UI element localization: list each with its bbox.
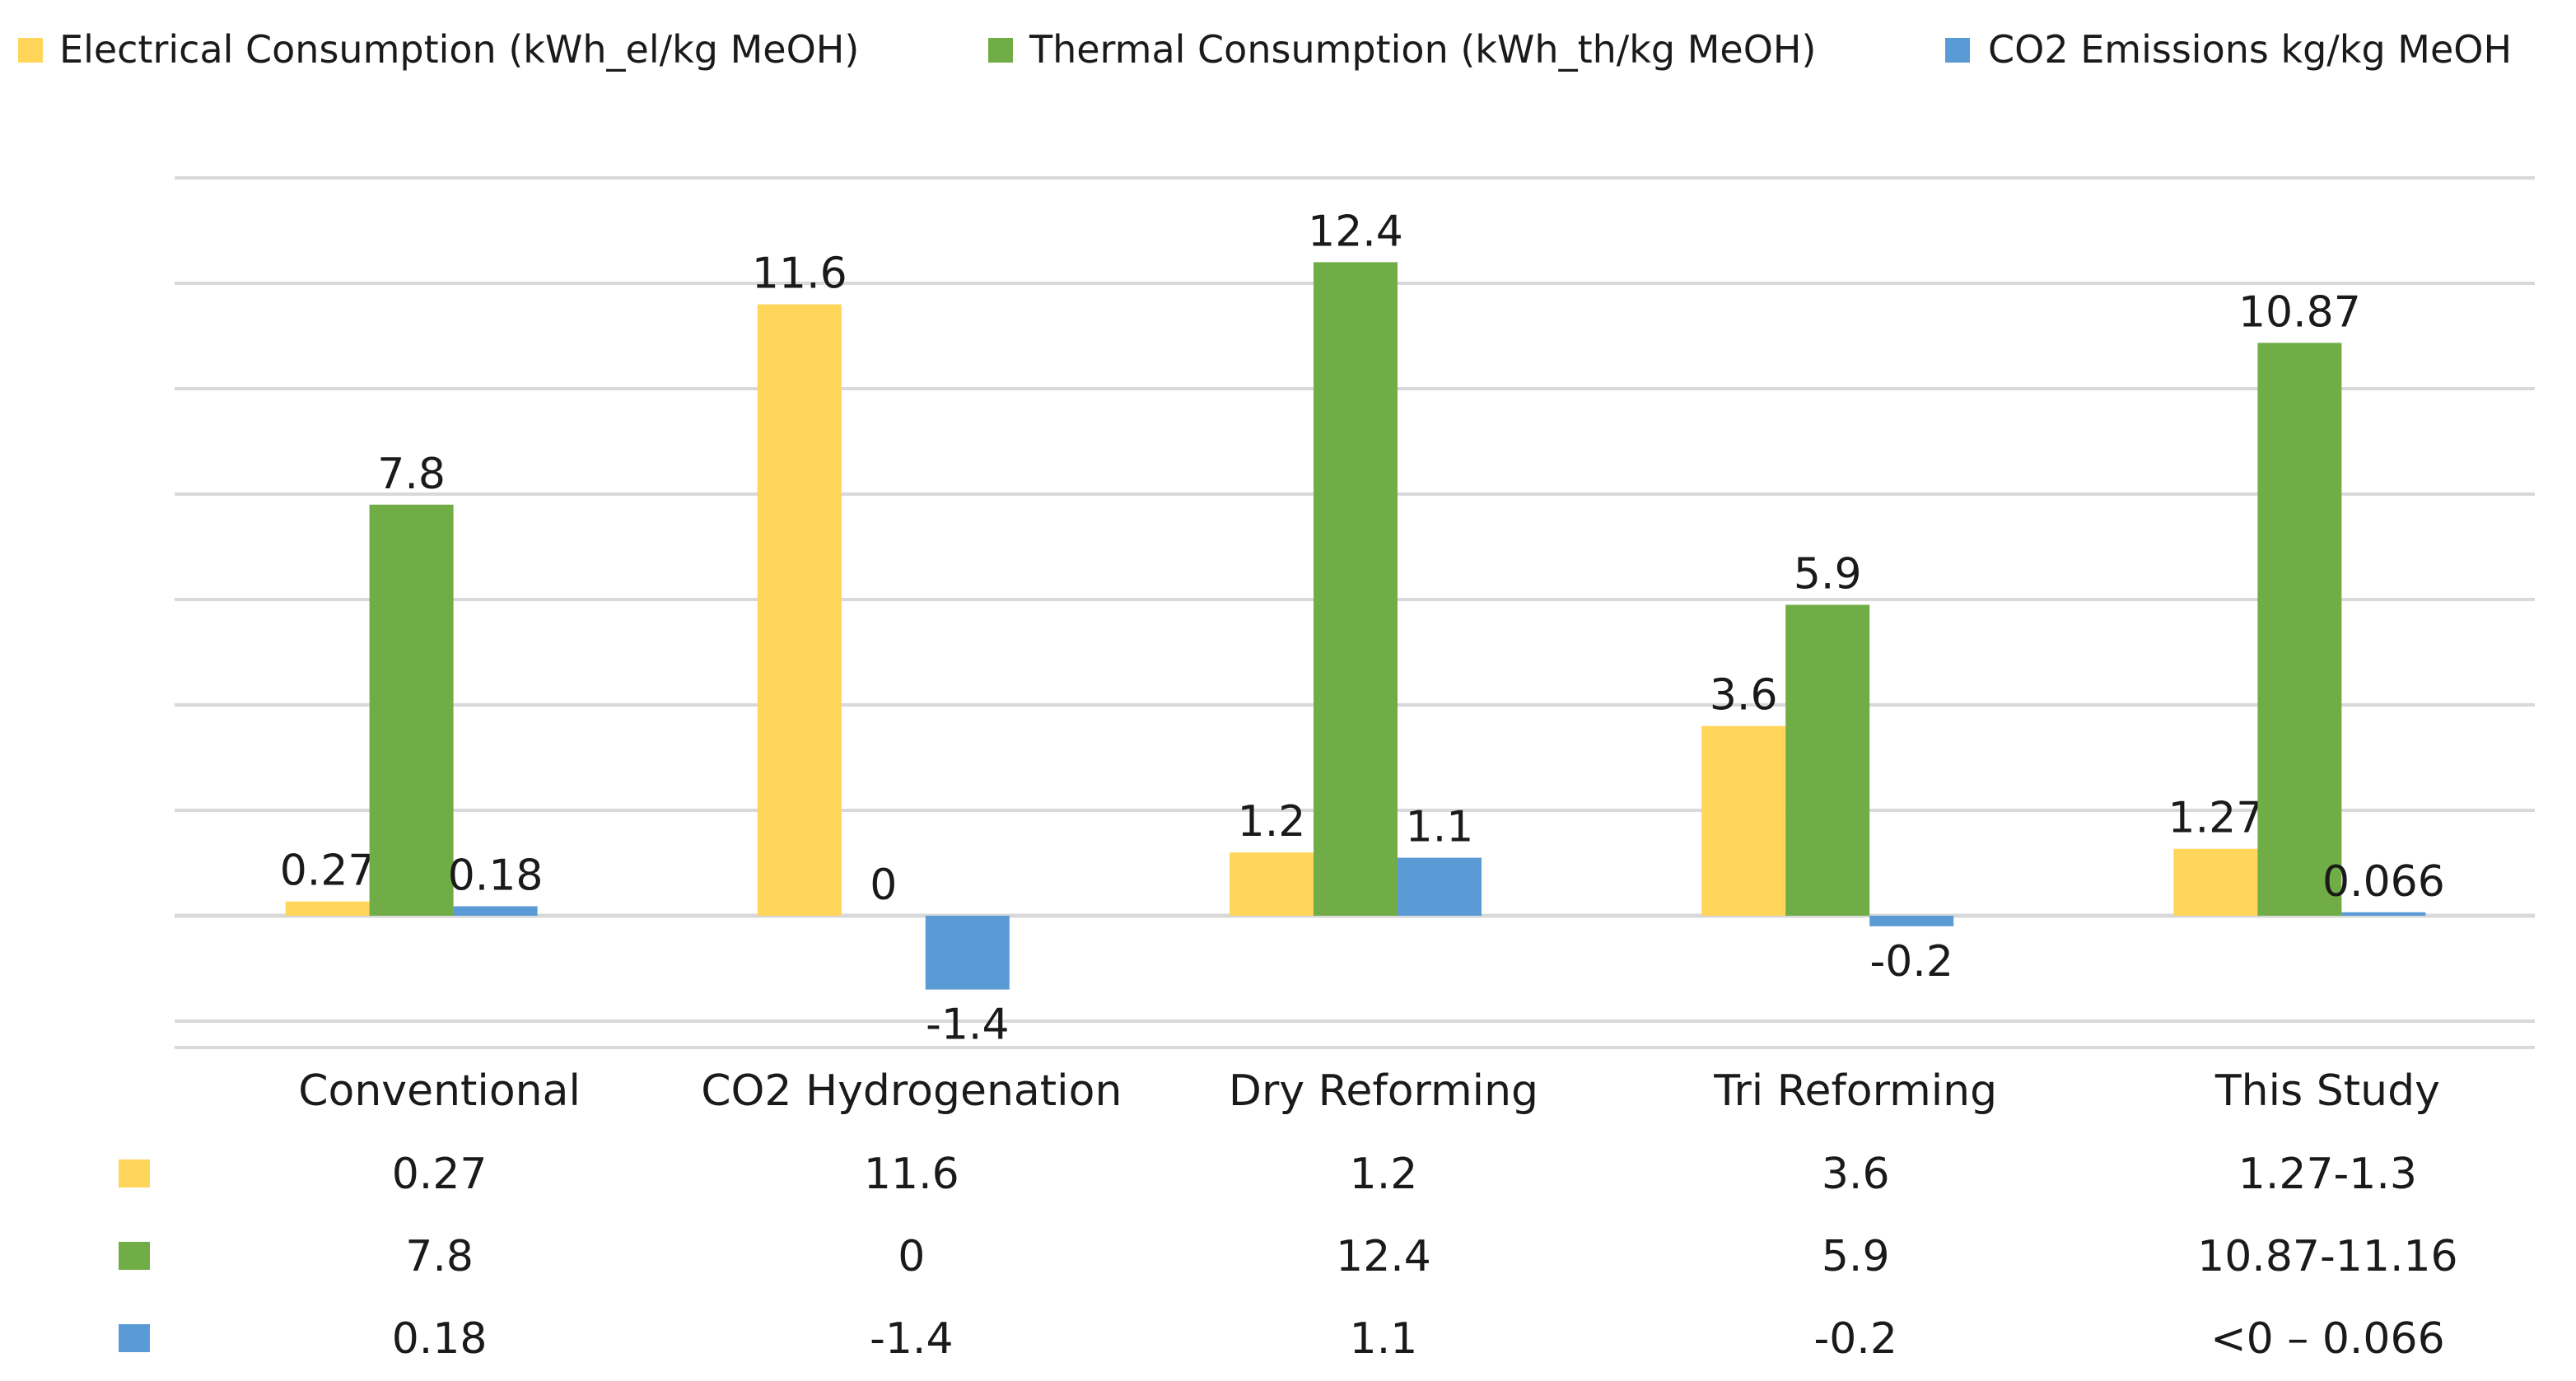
data-label: 0.18 <box>448 851 544 900</box>
table-cell: 1.1 <box>1350 1314 1418 1364</box>
bar <box>2341 912 2426 916</box>
data-label: 3.6 <box>1710 671 1778 721</box>
table-cell: 12.4 <box>1336 1232 1431 1281</box>
table-cell: 0.18 <box>392 1314 488 1364</box>
table-cell: 7.8 <box>405 1232 474 1281</box>
legend-swatch <box>1945 38 1970 63</box>
legend-label: CO2 Emissions kg/kg MeOH <box>1988 27 2512 72</box>
category-label: Dry Reforming <box>1229 1066 1538 1116</box>
table-legend-key <box>119 1242 150 1270</box>
data-label: 12.4 <box>1308 207 1403 256</box>
bar <box>925 916 1010 990</box>
data-label: 0 <box>870 861 897 910</box>
legend-swatch <box>18 38 43 63</box>
data-label: 0.066 <box>2322 857 2445 907</box>
table-cell: 1.2 <box>1350 1150 1418 1199</box>
data-label: 1.2 <box>1238 797 1306 847</box>
bar <box>1701 725 1786 916</box>
table-cell: 11.6 <box>864 1150 959 1199</box>
table-legend-key <box>119 1159 150 1187</box>
table-cell: -1.4 <box>870 1314 953 1364</box>
category-label: Conventional <box>298 1066 581 1116</box>
bar <box>1869 916 1954 926</box>
bar <box>2173 848 2258 916</box>
data-label: 10.87 <box>2238 287 2361 337</box>
bar <box>2257 343 2342 916</box>
data-label: 7.8 <box>377 450 446 499</box>
table-cell: 0.27 <box>392 1150 488 1199</box>
data-label: -0.2 <box>1869 937 1953 987</box>
data-label: 1.1 <box>1406 803 1474 852</box>
bar <box>757 304 842 917</box>
data-label: 1.27 <box>2168 794 2264 843</box>
category-label: This Study <box>2214 1066 2440 1116</box>
table-cell: 3.6 <box>1822 1150 1890 1199</box>
table-cell: 0 <box>898 1232 925 1281</box>
table-legend-key <box>119 1324 150 1352</box>
legend-label: Electrical Consumption (kWh_el/kg MeOH) <box>59 27 859 72</box>
table-cell: -0.2 <box>1813 1314 1897 1364</box>
data-label: 5.9 <box>1794 549 1862 599</box>
bar <box>1398 857 1482 916</box>
table-cell: 10.87-11.16 <box>2197 1232 2458 1281</box>
bar <box>453 906 538 916</box>
table-cell: <0 – 0.066 <box>2210 1314 2445 1364</box>
bar <box>369 504 454 916</box>
bar <box>1314 262 1398 916</box>
category-label: CO2 Hydrogenation <box>701 1066 1122 1116</box>
bar <box>1785 604 1870 916</box>
bar <box>285 901 370 916</box>
table-cell: 1.27-1.3 <box>2238 1150 2417 1199</box>
data-label: 11.6 <box>752 250 847 299</box>
data-label: -1.4 <box>926 1001 1009 1050</box>
table-cell: 5.9 <box>1822 1232 1890 1281</box>
data-label: 0.27 <box>280 847 376 896</box>
legend-label: Thermal Consumption (kWh_th/kg MeOH) <box>1029 27 1816 72</box>
category-label: Tri Reforming <box>1713 1066 1997 1116</box>
legend-swatch <box>988 38 1013 63</box>
bar <box>1230 852 1314 916</box>
